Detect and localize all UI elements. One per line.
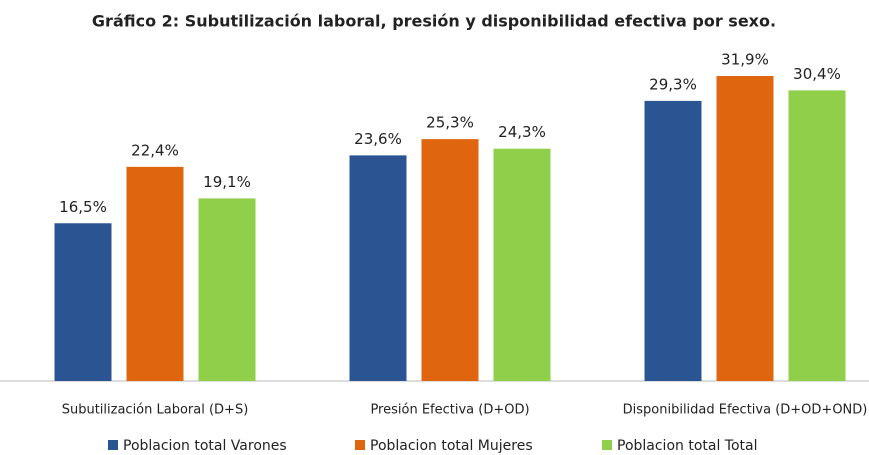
legend-label: Poblacion total Mujeres	[370, 438, 533, 454]
chart-title: Gráfico 2: Subutilización laboral, presi…	[92, 12, 776, 31]
legend-label: Poblacion total Total	[617, 438, 758, 454]
bar	[788, 90, 846, 381]
bar	[349, 155, 407, 381]
legend-swatch	[602, 440, 612, 450]
bar	[126, 166, 184, 381]
bar	[421, 139, 479, 381]
value-label: 19,1%	[203, 173, 251, 191]
value-label: 31,9%	[721, 51, 769, 69]
value-label: 22,4%	[131, 141, 179, 159]
legend-swatch	[108, 440, 118, 450]
legend-swatch	[355, 440, 365, 450]
value-label: 25,3%	[426, 114, 474, 132]
value-label: 16,5%	[59, 198, 107, 216]
x-tick-label: Subutilización Laboral (D+S)	[62, 403, 249, 418]
bar	[198, 198, 256, 381]
value-label: 23,6%	[354, 130, 402, 148]
bar	[716, 76, 774, 381]
value-label: 30,4%	[793, 65, 841, 83]
x-tick-label: Disponibilidad Efectiva (D+OD+OND)	[623, 403, 868, 418]
value-label: 24,3%	[498, 123, 546, 141]
bar	[493, 148, 551, 381]
x-tick-label: Presión Efectiva (D+OD)	[370, 403, 529, 418]
value-label: 29,3%	[649, 75, 697, 93]
bar	[54, 223, 112, 381]
legend-label: Poblacion total Varones	[123, 438, 287, 454]
bar	[644, 100, 702, 381]
